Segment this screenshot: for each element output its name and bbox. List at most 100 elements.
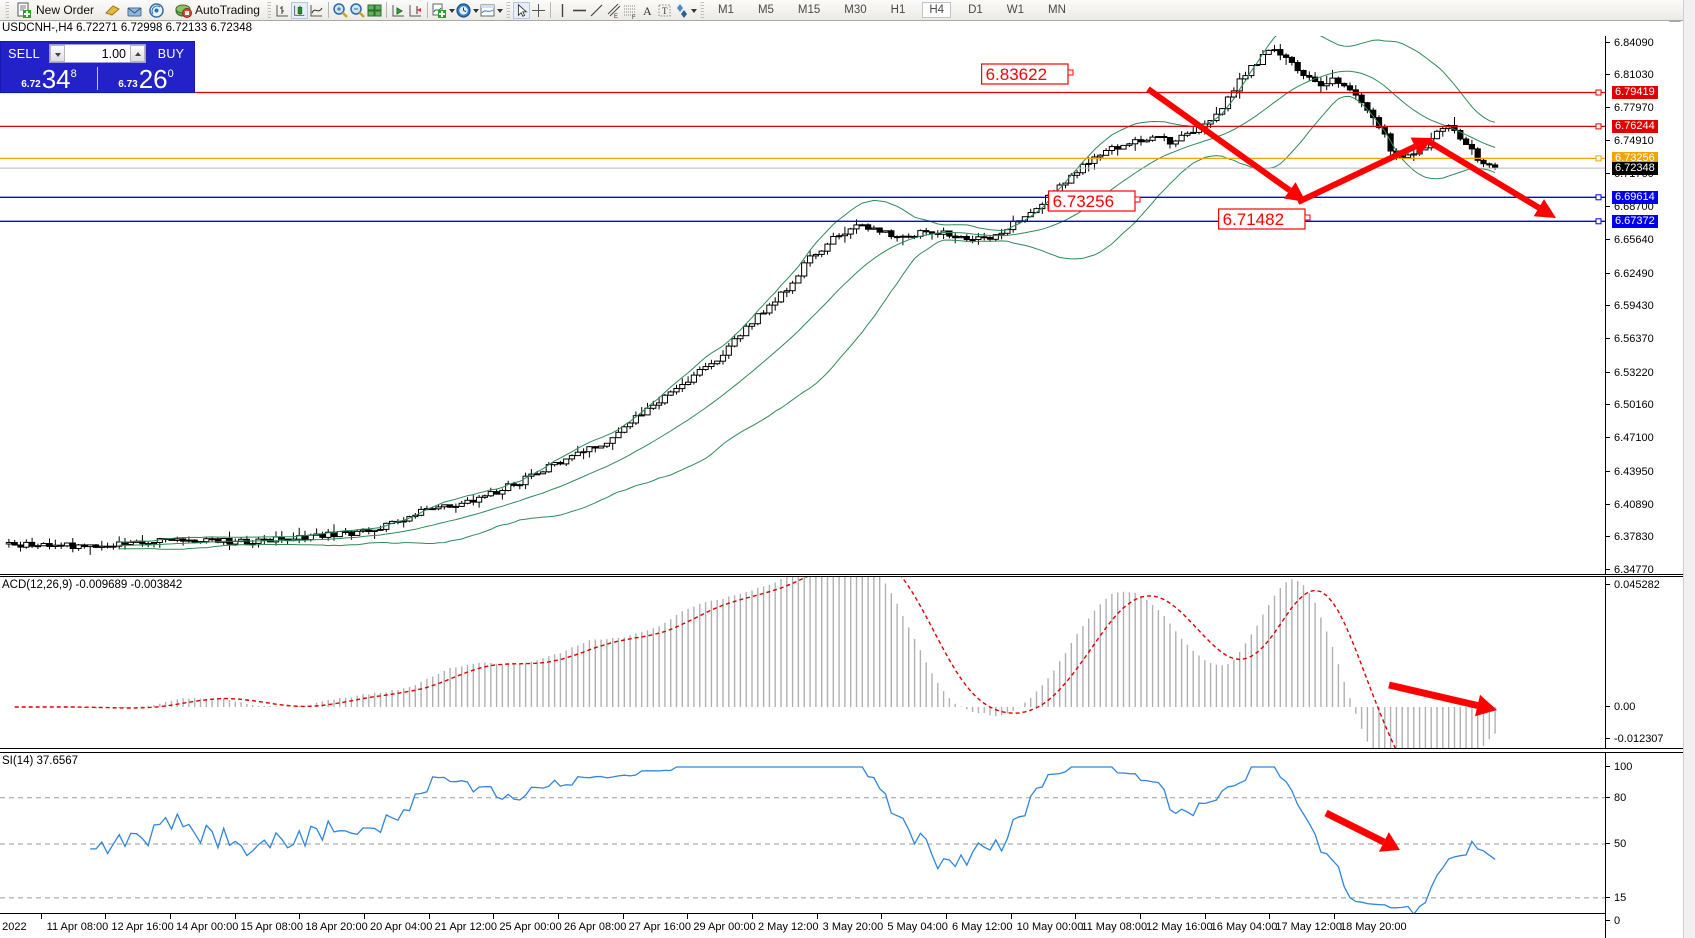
volume-stepper[interactable]: 1.00 xyxy=(49,44,146,63)
price-level-label[interactable]: 6.67372 xyxy=(1612,214,1658,228)
ask-price[interactable]: 6.73 26 0 xyxy=(98,65,194,92)
toolbar-grip[interactable] xyxy=(5,2,9,18)
time-tick-label: 12 May 16:00 xyxy=(1146,921,1213,933)
time-tick-label: Apr 2022 xyxy=(0,921,27,933)
tile-windows-icon[interactable] xyxy=(366,2,383,19)
vertical-scrollbar[interactable] xyxy=(1683,0,1695,938)
zoom-out-icon[interactable] xyxy=(349,2,366,19)
templates-icon[interactable] xyxy=(479,2,496,19)
macd-tick: 0.045282 xyxy=(1606,579,1695,591)
time-tick-label: 15 Apr 08:00 xyxy=(240,921,304,933)
text-label-icon[interactable]: T xyxy=(656,2,673,19)
price-tick: 6.65640 xyxy=(1606,234,1695,246)
horizontal-line-icon[interactable] xyxy=(571,2,588,19)
line-chart-icon[interactable] xyxy=(308,2,325,19)
indicators-dropdown-icon[interactable] xyxy=(448,2,455,19)
timeframe-m30[interactable]: M30 xyxy=(844,4,867,16)
templates-dropdown-icon[interactable] xyxy=(496,2,503,19)
price-tick: 6.40890 xyxy=(1606,499,1695,511)
price-level-label[interactable]: 6.76244 xyxy=(1612,119,1658,133)
price-axis[interactable]: 6.840906.810306.779706.749106.717606.687… xyxy=(1605,36,1695,576)
ask-price-fraction: 0 xyxy=(167,68,174,80)
price-tick: 6.62490 xyxy=(1606,268,1695,280)
text-icon[interactable]: A xyxy=(639,2,656,19)
signal-icon[interactable] xyxy=(148,2,165,19)
time-tick-mark xyxy=(946,914,947,919)
volume-increase-icon[interactable] xyxy=(130,45,145,62)
autotrading-button[interactable]: AutoTrading xyxy=(171,1,264,20)
sell-button[interactable]: SELL xyxy=(8,46,40,61)
mailbox-icon[interactable] xyxy=(126,2,143,19)
macd-pane[interactable]: ACD(12,26,9) -0.009689 -0.003842 0.04528… xyxy=(0,576,1695,749)
timeframe-h1[interactable]: H1 xyxy=(890,4,906,16)
svg-text:A: A xyxy=(643,4,652,18)
price-tick: 6.37830 xyxy=(1606,531,1695,543)
rsi-plot[interactable] xyxy=(0,753,1605,938)
zoom-in-icon[interactable] xyxy=(332,2,349,19)
price-level-label[interactable]: 6.72348 xyxy=(1612,161,1658,175)
indicators-icon[interactable] xyxy=(431,2,448,19)
shapes-icon[interactable] xyxy=(673,2,690,19)
timeframe-h4[interactable]: H4 xyxy=(922,2,952,18)
period-dropdown-icon[interactable] xyxy=(472,2,479,19)
toolbar-grip-2[interactable] xyxy=(266,2,271,18)
bar-chart-icon[interactable] xyxy=(274,2,291,19)
svg-text:F: F xyxy=(632,15,636,19)
one-click-trading-panel[interactable]: SELL 1.00 BUY 6.72 34 8 6.73 26 0 xyxy=(0,41,195,93)
alerts-icon[interactable] xyxy=(104,2,121,19)
timeframe-mn[interactable]: MN xyxy=(1048,4,1066,16)
price-tick: 6.50160 xyxy=(1606,399,1695,411)
toolbar-divider-2 xyxy=(385,2,387,18)
time-tick-mark xyxy=(364,914,365,919)
trendline-icon[interactable] xyxy=(588,2,605,19)
time-tick-label: 26 Apr 08:00 xyxy=(564,921,627,933)
svg-text:E: E xyxy=(614,14,618,19)
shapes-dropdown-icon[interactable] xyxy=(690,2,697,19)
price-level-label[interactable]: 6.69614 xyxy=(1612,190,1658,204)
price-level-label[interactable]: 6.79419 xyxy=(1612,85,1658,99)
time-tick-label: 25 Apr 00:00 xyxy=(499,921,562,933)
autotrading-icon xyxy=(175,2,193,19)
svg-text:6.83622: 6.83622 xyxy=(986,65,1047,84)
vertical-line-icon[interactable] xyxy=(554,2,571,19)
new-order-icon xyxy=(16,2,33,19)
buy-button[interactable]: BUY xyxy=(157,46,185,61)
toolbar-grip-4[interactable] xyxy=(699,2,704,18)
new-order-button[interactable]: New Order xyxy=(12,1,98,20)
macd-plot-svg xyxy=(14,577,1497,748)
bid-price-main: 34 xyxy=(41,64,71,94)
timeframe-m5[interactable]: M5 xyxy=(757,4,774,16)
volume-decrease-icon[interactable] xyxy=(50,45,65,62)
price-plot[interactable]: 6.83622 6.73256 6.71482 xyxy=(0,36,1605,574)
timeframe-m1[interactable]: M1 xyxy=(717,4,734,16)
equidistant-channel-icon[interactable]: E xyxy=(605,2,622,19)
candlestick-chart-icon[interactable] xyxy=(290,1,308,19)
new-order-label: New Order xyxy=(36,3,95,17)
chart-shift-icon[interactable] xyxy=(407,2,424,19)
macd-axis[interactable]: 0.045282 0.00 -0.012307 xyxy=(1605,577,1695,748)
toolbar-grip-3[interactable] xyxy=(505,2,510,18)
macd-plot[interactable] xyxy=(0,577,1605,748)
crosshair-icon[interactable] xyxy=(530,2,547,19)
cursor-icon[interactable] xyxy=(512,1,530,19)
rsi-tick: 50 xyxy=(1606,838,1695,850)
bid-price[interactable]: 6.72 34 8 xyxy=(1,65,97,92)
timeframe-group: M1 M5 M15 M30 H1 H4 D1 W1 MN xyxy=(711,2,1073,18)
rsi-tick: 100 xyxy=(1606,761,1695,773)
timeframe-m15[interactable]: M15 xyxy=(797,4,821,16)
volume-value[interactable]: 1.00 xyxy=(101,46,126,61)
timeframe-w1[interactable]: W1 xyxy=(1006,4,1025,16)
time-tick-label: 18 May 20:00 xyxy=(1340,921,1407,933)
rsi-axis[interactable]: 100 80 50 15 0 xyxy=(1605,753,1695,938)
time-tick-mark xyxy=(493,914,495,919)
time-tick-mark xyxy=(816,914,818,919)
fibonacci-icon[interactable]: F xyxy=(622,2,639,19)
auto-scroll-icon[interactable] xyxy=(390,2,407,19)
time-tick-label: 11 May 08:00 xyxy=(1081,921,1148,933)
price-pane[interactable]: 6.83622 6.73256 6.71482 6.84090 6.81030 6.77… xyxy=(0,36,1695,576)
rsi-pane[interactable]: SI(14) 37.6567 100 80 50 15 0 xyxy=(0,752,1695,938)
period-clock-icon[interactable] xyxy=(455,2,472,19)
main-toolbar: New Order AutoTrading xyxy=(0,0,1695,21)
timeframe-d1[interactable]: D1 xyxy=(968,4,983,16)
